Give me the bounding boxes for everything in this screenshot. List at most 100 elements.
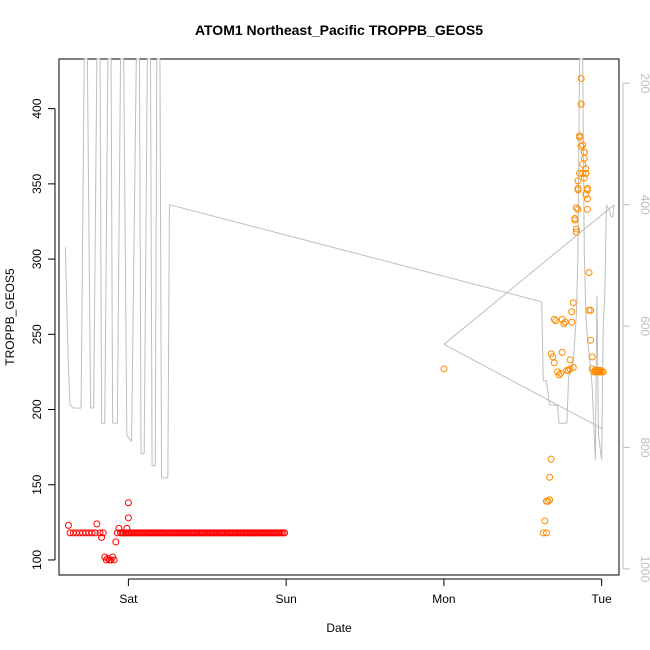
data-point	[124, 514, 132, 522]
data-point	[547, 455, 555, 463]
data-point	[110, 556, 118, 564]
data-point	[102, 556, 110, 564]
line-segment	[583, 253, 587, 314]
data-point	[579, 141, 587, 149]
line-segment	[541, 301, 544, 381]
line-segment	[594, 295, 598, 460]
y-tick-label: 400	[30, 98, 44, 118]
line-segment	[99, 58, 103, 424]
data-point	[591, 366, 599, 374]
line-segment	[169, 204, 542, 303]
data-point	[552, 317, 560, 325]
data-point	[546, 496, 554, 504]
data-point	[124, 499, 132, 507]
data-point	[582, 190, 590, 198]
data-point	[542, 529, 550, 537]
x-tick-label: Sat	[119, 592, 138, 606]
y-tick-label: 100	[30, 550, 44, 570]
data-point	[577, 142, 585, 150]
data-point	[550, 359, 558, 367]
data-point	[580, 154, 588, 162]
line-segment	[597, 435, 603, 460]
data-point	[574, 205, 582, 213]
data-point	[566, 356, 574, 364]
y-axis: 100 150 200 250 300 350 400	[30, 98, 56, 570]
line-segment	[545, 380, 551, 406]
line-segment	[604, 204, 607, 296]
line-segment	[601, 326, 604, 460]
data-point	[576, 133, 584, 141]
data-point	[555, 371, 563, 379]
line-segment	[123, 58, 128, 436]
data-point	[580, 148, 588, 156]
y-tick-label: 200	[30, 399, 44, 419]
line-segment	[596, 295, 599, 436]
line-segment	[69, 404, 74, 409]
data-point	[574, 186, 582, 194]
line-segment	[609, 210, 612, 217]
line-segment	[443, 343, 604, 430]
line-segment	[67, 368, 71, 406]
x-axis: Sat Sun Mon Tue	[119, 578, 612, 606]
data-point	[96, 529, 104, 537]
data-point	[541, 517, 549, 525]
line-series	[64, 58, 615, 479]
line-segment	[154, 58, 158, 466]
data-point	[572, 228, 580, 236]
data-point	[576, 169, 584, 177]
data-point	[568, 308, 576, 316]
data-point	[572, 225, 580, 233]
right-y-tick-label: 200	[638, 73, 650, 93]
data-point	[568, 318, 576, 326]
data-point	[550, 315, 558, 323]
data-point	[572, 204, 580, 212]
line-segment	[131, 58, 137, 442]
data-point	[585, 269, 593, 277]
y-tick-label: 250	[30, 324, 44, 344]
data-point	[593, 368, 601, 376]
data-point	[579, 169, 587, 177]
plot-frame	[58, 58, 620, 576]
line-segment	[605, 204, 610, 211]
data-point	[557, 369, 565, 377]
right-y-tick-label: 800	[638, 438, 650, 458]
data-point	[583, 205, 591, 213]
line-segment	[577, 58, 581, 254]
data-point	[93, 520, 101, 528]
data-point	[281, 529, 289, 537]
data-point	[594, 366, 602, 374]
line-segment	[126, 435, 132, 442]
line-segment	[138, 58, 142, 454]
scatter-points	[64, 75, 607, 564]
data-point	[98, 533, 106, 541]
data-point	[91, 529, 99, 537]
data-point	[123, 524, 131, 532]
data-point	[585, 306, 593, 314]
line-segment	[582, 58, 585, 254]
x-axis-label: Date	[326, 621, 352, 635]
data-point	[583, 195, 591, 203]
line-segment	[116, 58, 122, 424]
line-segment	[443, 204, 615, 345]
line-segment	[143, 58, 148, 454]
data-point	[546, 473, 554, 481]
line-segment	[86, 58, 92, 409]
y-tick-label: 350	[30, 174, 44, 194]
line-segment	[585, 313, 588, 339]
data-point	[569, 363, 577, 371]
data-point	[112, 538, 120, 546]
line-segment	[556, 404, 560, 424]
right-y-axis: 200 400 600 800 1000	[622, 73, 650, 583]
line-segment	[80, 58, 85, 409]
data-point	[574, 177, 582, 185]
data-point	[88, 529, 96, 537]
right-y-tick-label: 600	[638, 316, 650, 336]
data-point	[580, 174, 588, 182]
line-segment	[110, 58, 114, 424]
data-point	[560, 320, 568, 328]
line-segment	[64, 247, 69, 369]
line-segment	[104, 58, 109, 424]
data-point	[558, 348, 566, 356]
data-point	[596, 368, 604, 376]
